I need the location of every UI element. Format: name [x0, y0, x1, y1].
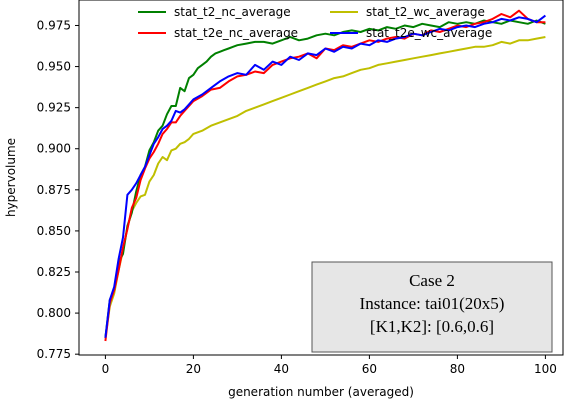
case-annotation-box: Case 2 Instance: tai01(20x5) [K1,K2]: [0.6…: [311, 261, 553, 353]
y-tick-label: 0.775: [37, 347, 71, 361]
legend-label: stat_t2_nc_average: [174, 5, 291, 19]
legend-label: stat_t2_wc_average: [366, 5, 485, 19]
y-tick-label: 0.950: [37, 60, 71, 74]
x-tick-label: 40: [274, 362, 289, 376]
x-tick-label: 80: [450, 362, 465, 376]
axes-frame: [78, 0, 564, 356]
x-tick-label: 0: [102, 362, 110, 376]
y-tick-label: 0.925: [37, 101, 71, 115]
x-axis-label: generation number (averaged): [228, 385, 414, 399]
y-tick-label: 0.850: [37, 224, 71, 238]
annotation-line: Instance: tai01(20x5): [360, 294, 505, 313]
x-tick-label: 100: [534, 362, 557, 376]
series-line-stat-t2e-nc-average: [104, 9, 546, 342]
ticks-layer: 0 20 40 60 80 100 0.775 0.800 0.825 0.850 0.875 0.9…: [37, 18, 557, 376]
series-layer: [104, 9, 547, 342]
y-tick-label: 0.825: [37, 265, 71, 279]
x-tick-label: 60: [362, 362, 377, 376]
legend-label: stat_t2e_nc_average: [174, 26, 298, 40]
series-line-stat-t2e-wc-average: [104, 14, 547, 338]
y-axis-label: hypervolume: [4, 138, 18, 217]
annotation-line: [K1,K2]: [0.6,0.6]: [370, 317, 494, 336]
series-line-stat-t2-wc-average: [104, 36, 546, 338]
legend-label: stat_t2e_wc_average: [366, 26, 492, 40]
annotation-box-background: [311, 261, 553, 353]
x-tick-label: 20: [186, 362, 201, 376]
y-tick-label: 0.875: [37, 183, 71, 197]
y-tick-label: 0.975: [37, 18, 71, 32]
y-tick-label: 0.800: [37, 306, 71, 320]
annotation-line: Case 2: [409, 271, 455, 290]
legend: stat_t2_nc_average stat_t2e_nc_average sta…: [138, 5, 492, 40]
y-tick-label: 0.900: [37, 142, 71, 156]
